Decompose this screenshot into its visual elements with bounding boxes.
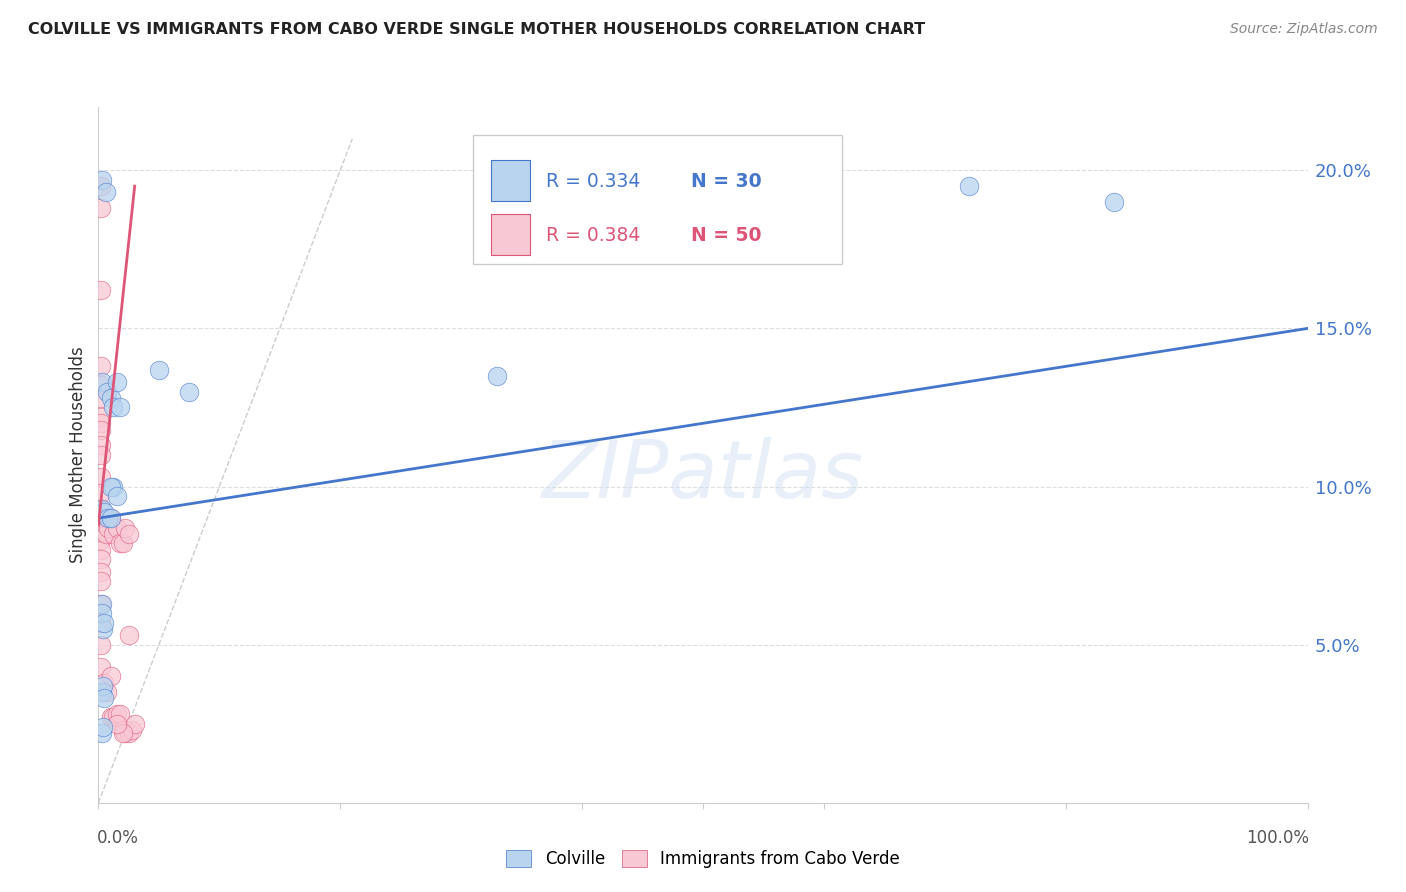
Text: 100.0%: 100.0% [1246, 830, 1309, 847]
Point [91, 501, 114, 516]
Point [957, 179, 980, 194]
Point [96, 685, 118, 699]
Point [94, 186, 117, 200]
Point [124, 716, 146, 731]
Point [90, 542, 112, 557]
Point [91, 173, 114, 187]
Point [100, 391, 122, 405]
Point [90, 521, 112, 535]
Point [1102, 194, 1125, 209]
Point [91, 606, 114, 620]
Point [91, 597, 114, 611]
Point [91, 685, 114, 699]
Point [90, 470, 112, 484]
Point [100, 479, 122, 493]
Point [111, 723, 134, 737]
Point [101, 527, 124, 541]
Point [91, 622, 114, 636]
Point [96, 384, 118, 399]
Point [93, 691, 115, 706]
Point [101, 401, 124, 415]
Point [179, 384, 201, 399]
Point [121, 723, 143, 737]
Point [114, 521, 136, 535]
Text: R = 0.334: R = 0.334 [546, 172, 640, 191]
Point [101, 479, 124, 493]
Point [90, 438, 112, 452]
Text: Source: ZipAtlas.com: Source: ZipAtlas.com [1230, 22, 1378, 37]
Point [90, 423, 112, 437]
Point [93, 615, 115, 630]
Point [100, 710, 122, 724]
Point [100, 511, 122, 525]
Point [111, 536, 134, 550]
Legend: Colville, Immigrants from Cabo Verde: Colville, Immigrants from Cabo Verde [499, 843, 907, 875]
Point [94, 527, 117, 541]
Point [90, 533, 112, 548]
Point [90, 486, 112, 500]
Point [90, 284, 112, 298]
Point [108, 536, 131, 550]
Point [93, 675, 115, 690]
Y-axis label: Single Mother Households: Single Mother Households [69, 347, 87, 563]
Point [108, 707, 131, 722]
Point [100, 511, 122, 525]
Text: ZIPatlas: ZIPatlas [541, 437, 865, 515]
Point [118, 527, 141, 541]
Point [148, 362, 170, 376]
Point [692, 188, 714, 202]
Point [91, 726, 114, 740]
Point [91, 511, 114, 525]
Point [90, 638, 112, 652]
Point [91, 720, 114, 734]
Point [90, 597, 112, 611]
Point [111, 726, 134, 740]
Point [90, 378, 112, 392]
Point [90, 615, 112, 630]
Text: 0.0%: 0.0% [97, 830, 139, 847]
Point [105, 375, 128, 389]
Point [108, 401, 131, 415]
Point [90, 552, 112, 566]
Text: R = 0.384: R = 0.384 [546, 226, 640, 244]
Point [486, 368, 509, 383]
Point [105, 489, 128, 503]
Text: N = 30: N = 30 [690, 172, 762, 191]
Point [90, 359, 112, 374]
Point [90, 660, 112, 674]
Point [90, 565, 112, 579]
FancyBboxPatch shape [474, 135, 842, 263]
Point [118, 726, 141, 740]
Point [105, 707, 128, 722]
Point [90, 201, 112, 215]
Point [93, 505, 115, 519]
Point [105, 716, 128, 731]
Text: N = 50: N = 50 [690, 226, 762, 244]
Point [105, 521, 128, 535]
Point [97, 511, 120, 525]
Point [90, 179, 112, 194]
Point [90, 511, 112, 525]
Point [90, 417, 112, 431]
Point [101, 710, 124, 724]
Point [97, 521, 120, 535]
FancyBboxPatch shape [492, 214, 530, 255]
Point [100, 669, 122, 683]
Point [90, 391, 112, 405]
Point [90, 409, 112, 424]
FancyBboxPatch shape [492, 161, 530, 202]
Point [90, 501, 112, 516]
Point [91, 679, 114, 693]
Point [118, 628, 141, 642]
Point [90, 448, 112, 462]
Point [114, 726, 136, 740]
Text: COLVILLE VS IMMIGRANTS FROM CABO VERDE SINGLE MOTHER HOUSEHOLDS CORRELATION CHAR: COLVILLE VS IMMIGRANTS FROM CABO VERDE S… [28, 22, 925, 37]
Point [90, 574, 112, 589]
Point [91, 375, 114, 389]
